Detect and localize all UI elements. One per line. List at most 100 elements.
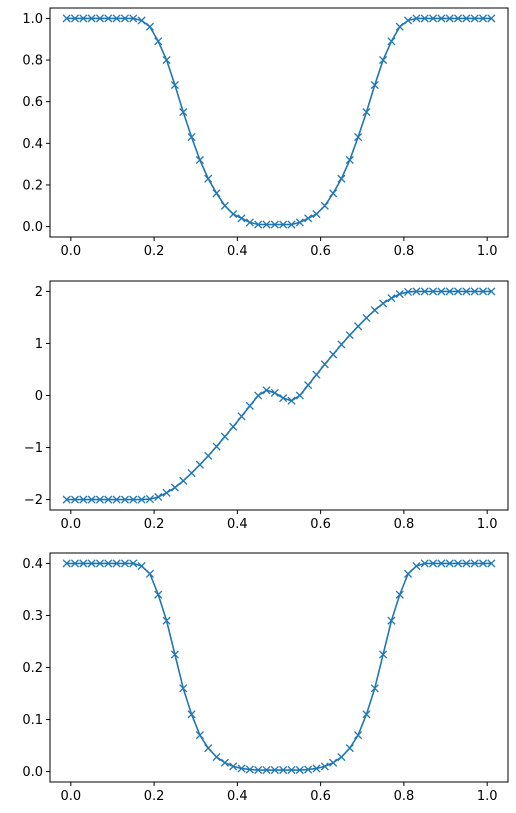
data-point: [329, 758, 338, 767]
data-point: [478, 287, 488, 296]
data-point: [362, 313, 371, 323]
data-point: [279, 765, 288, 775]
data-point: [287, 220, 296, 229]
y-tick-label: 0.1: [22, 713, 43, 728]
data-point: [62, 495, 71, 504]
data-point: [245, 401, 254, 410]
y-tick-label: 0: [35, 389, 43, 404]
data-point: [212, 752, 221, 762]
data-point: [379, 55, 388, 65]
data-point: [379, 650, 388, 659]
data-point: [287, 765, 296, 775]
x-tick-label: 0.4: [227, 789, 248, 804]
data-point: [329, 189, 338, 198]
data-point: [279, 220, 288, 229]
data-point: [462, 287, 471, 296]
data-point: [379, 299, 388, 308]
data-point: [320, 360, 329, 369]
data-point: [254, 220, 263, 229]
data-point: [437, 14, 446, 23]
data-point: [404, 569, 413, 578]
data-point: [212, 189, 221, 198]
data-point: [462, 559, 471, 568]
data-point: [395, 590, 404, 599]
data-point: [354, 731, 363, 740]
data-point: [62, 14, 71, 23]
data-point: [270, 388, 279, 397]
data-point: [395, 22, 404, 31]
chart-panel-1: 0.0 0.2 0.4 0.6 0.8 1.0 0.0 0.2 0.4 0.6 0.8 1.0: [22, 7, 509, 259]
data-point: [404, 287, 413, 296]
data-point: [245, 765, 254, 774]
x-tick-label: 0.8: [394, 517, 415, 532]
data-point: [112, 495, 121, 504]
data-point: [145, 569, 154, 578]
data-point: [187, 133, 196, 142]
y-tick-label: 0.2: [22, 661, 43, 676]
y-tick-label: 2: [35, 285, 43, 300]
data-point: [204, 744, 213, 753]
data-point: [320, 762, 329, 771]
data-point: [387, 294, 396, 303]
x-tick-label: 0.0: [60, 517, 81, 532]
data-point: [345, 155, 354, 165]
data-point: [179, 476, 188, 485]
x-tick-label: 0.0: [60, 244, 81, 259]
data-point: [478, 14, 488, 23]
data-point: [453, 14, 463, 23]
x-tick-label: 0.8: [394, 244, 415, 259]
data-point: [470, 287, 479, 296]
data-point: [445, 559, 454, 568]
data-point: [420, 287, 429, 296]
y-tick-label: 0.8: [22, 54, 43, 69]
x-tick-label: 0.6: [310, 789, 331, 804]
data-point: [70, 559, 80, 568]
data-point: [370, 684, 379, 693]
data-point: [487, 559, 496, 568]
x-tick-label: 0.2: [144, 517, 165, 532]
data-point: [370, 80, 379, 90]
data-point: [87, 495, 96, 504]
data-point: [312, 764, 321, 773]
data-point: [137, 16, 146, 25]
data-point: [162, 616, 171, 625]
data-point: [137, 561, 146, 571]
data-point: [329, 350, 338, 359]
x-tick-label: 1.0: [477, 789, 498, 804]
data-point: [162, 488, 171, 497]
data-point: [445, 14, 454, 23]
data-point: [137, 495, 146, 504]
data-point: [70, 495, 80, 504]
data-point: [387, 616, 396, 625]
data-point: [120, 559, 130, 568]
data-point: [112, 14, 121, 23]
data-point: [345, 744, 354, 753]
y-tick-label: 0.3: [22, 609, 43, 624]
data-point: [95, 495, 105, 504]
data-point: [362, 108, 371, 117]
data-point: [195, 155, 204, 165]
data-point: [428, 287, 438, 296]
x-tick-label: 0.0: [60, 789, 81, 804]
data-point: [170, 650, 179, 659]
data-point: [62, 559, 71, 568]
data-point: [428, 559, 438, 568]
data-point: [70, 14, 80, 23]
series-line: [66, 290, 492, 501]
axes-frame: [49, 552, 509, 783]
y-tick-label: 1: [35, 337, 43, 352]
data-point: [437, 559, 446, 568]
data-point: [104, 495, 113, 504]
data-point: [428, 14, 438, 23]
data-point: [154, 492, 163, 502]
y-tick-label: 0.0: [22, 765, 43, 780]
y-tick-label: 0.6: [22, 95, 43, 110]
data-point: [104, 559, 113, 568]
data-point: [295, 765, 304, 775]
x-tick-label: 0.4: [227, 244, 248, 259]
data-point: [112, 559, 121, 568]
data-point: [229, 762, 238, 771]
y-tick-label: 0.4: [22, 557, 43, 572]
data-point: [170, 80, 179, 90]
